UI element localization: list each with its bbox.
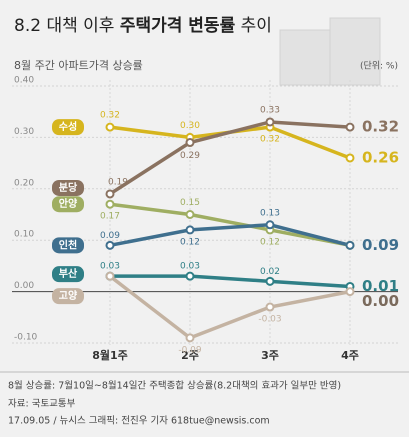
legend-box (52, 237, 84, 254)
x-tick-label: 3주 (261, 349, 279, 362)
value-label: 0.32 (100, 111, 120, 121)
title-part: 추이 (235, 16, 272, 36)
point (265, 302, 275, 312)
legend-box (52, 179, 84, 196)
subtitle: 8월 주간 아파트가격 상승률 (14, 59, 143, 72)
value-label: 0.02 (260, 267, 280, 277)
value-label: 0.33 (260, 105, 280, 115)
y-tick-label: 0.30 (14, 127, 34, 137)
value-label: -0.03 (258, 315, 281, 325)
point (185, 138, 195, 148)
legend-label: 수성 (59, 120, 77, 133)
value-label: -0.09 (178, 345, 202, 355)
end-label: 0.09 (362, 236, 399, 254)
end-label: 0.00 (362, 292, 399, 310)
value-label: 0.03 (180, 262, 200, 272)
point (265, 276, 275, 286)
source: 자료: 국토교통부 (8, 399, 76, 410)
point (185, 225, 195, 235)
legend-label: 부산 (59, 267, 78, 280)
point (105, 189, 115, 199)
series-line (110, 274, 351, 289)
y-tick-label: 0.40 (14, 76, 34, 86)
title-part: 주택가격 변동률 (120, 16, 236, 36)
legend-label: 고양 (59, 290, 78, 302)
value-label: 0.19 (108, 177, 128, 187)
y-tick-label: 0.00 (14, 281, 34, 291)
end-label: 0.32 (362, 118, 399, 136)
point (345, 122, 355, 132)
legend-box (52, 288, 84, 305)
unit: (단위: %) (360, 61, 398, 72)
legend-label: 안양 (59, 197, 78, 210)
legend-box (52, 196, 84, 213)
building-icon (279, 17, 381, 86)
value-label: 0.29 (180, 151, 200, 161)
series-line (109, 202, 351, 248)
value-label: 0.15 (180, 198, 200, 208)
value-label: 0.17 (100, 212, 120, 222)
point (265, 220, 275, 230)
point (345, 240, 355, 250)
point (185, 333, 195, 343)
legend-label: 분당 (59, 181, 78, 194)
y-tick-label: 0.10 (14, 230, 34, 240)
y-tick-label: -0.10 (14, 333, 38, 343)
point (105, 271, 115, 281)
series-line (109, 223, 351, 248)
point (265, 117, 275, 127)
point (185, 210, 195, 219)
footnote: 8월 상승률: 7월10일~8월14일간 주택종합 상승률(8.2대책의 효과가… (8, 380, 341, 392)
series-line (108, 274, 351, 340)
value-label: 0.03 (100, 262, 120, 272)
point (105, 122, 115, 132)
end-label: 0.01 (362, 277, 399, 295)
y-tick-label: 0.20 (14, 178, 34, 188)
value-label: 0.12 (180, 237, 200, 247)
point (105, 199, 115, 209)
legend-label: 인천 (59, 238, 77, 251)
value-label: 0.30 (180, 121, 200, 131)
value-label: 0.13 (260, 208, 280, 218)
x-tick-label: 8월1주 (92, 348, 128, 362)
chart-title: 8.2 대책 이후 주택가격 변동률 추이 (14, 16, 272, 36)
title-part: 8.2 대책 이후 (14, 16, 120, 36)
legend-box (52, 266, 84, 283)
x-tick-label: 4주 (341, 349, 359, 362)
point (105, 240, 115, 250)
point (345, 287, 355, 297)
credit: 17.09.05 / 뉴시스 그래픽: 전진우 기자 618tue@newsis… (8, 416, 270, 427)
legend-box (52, 119, 84, 136)
point (185, 271, 195, 281)
series-line (109, 120, 351, 196)
value-label: 0.12 (260, 237, 280, 247)
x-tick-label: 2주 (181, 349, 199, 362)
value-label: 0.09 (100, 231, 120, 241)
point (345, 153, 355, 163)
end-label: 0.26 (362, 148, 399, 166)
value-label: 0.32 (260, 135, 280, 145)
